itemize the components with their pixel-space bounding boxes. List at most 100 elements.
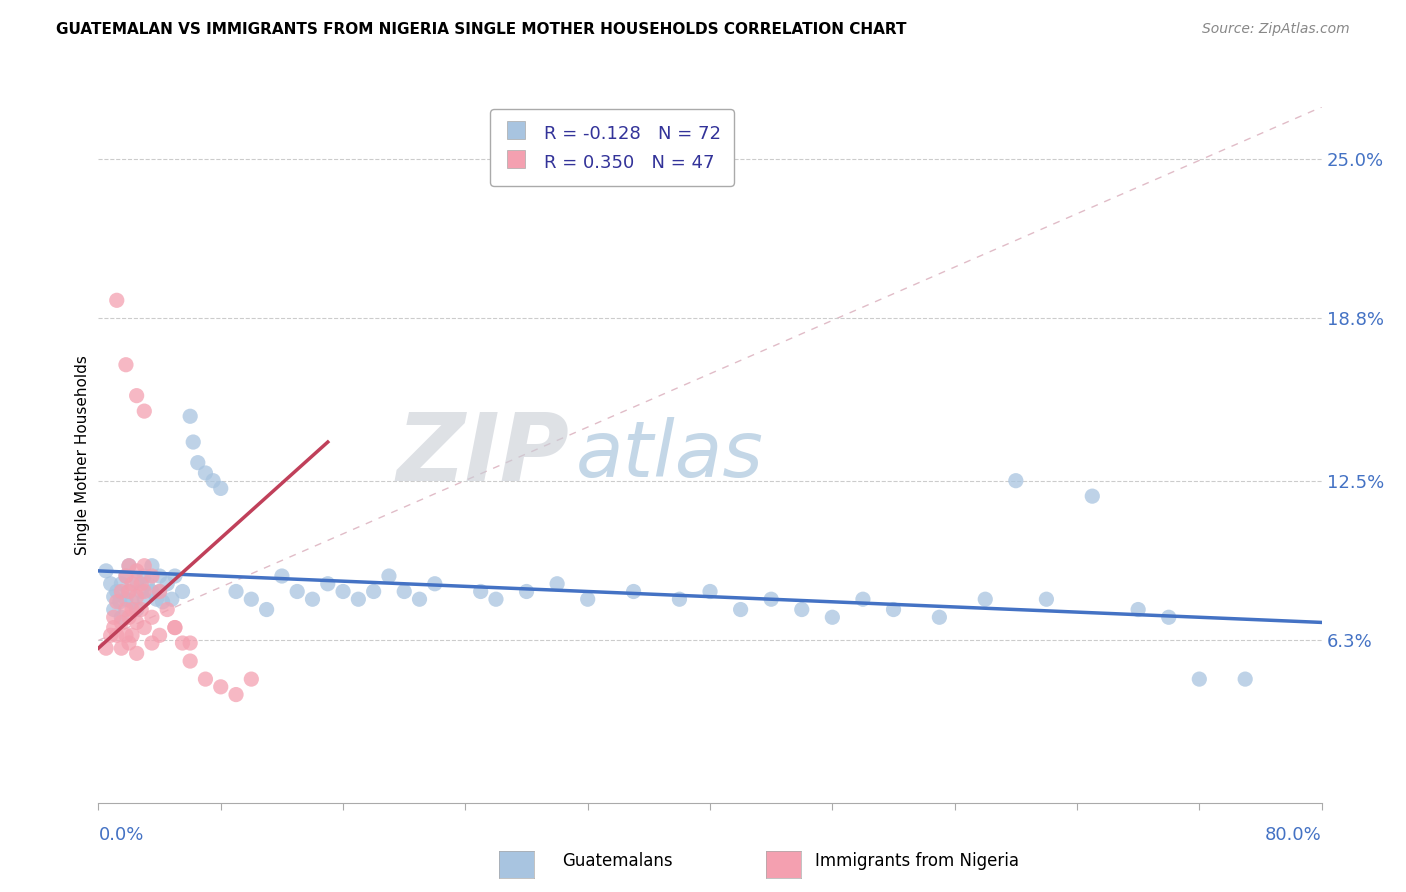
Point [256,602,278,616]
Point [392,584,416,599]
Point [928,610,950,624]
Point [103,602,125,616]
Point [125,602,148,616]
Point [121,628,143,642]
Point [125,646,148,660]
Point [105,595,128,609]
Point [883,602,905,616]
Point [163,621,186,635]
Point [974,592,997,607]
Point [134,404,156,418]
Point [668,592,690,607]
Point [347,592,370,607]
Text: Source: ZipAtlas.com: Source: ZipAtlas.com [1202,22,1350,37]
Point [1157,610,1180,624]
Point [115,592,138,607]
Point [699,584,721,599]
Point [149,584,172,599]
Legend: R = -0.128   N = 72, R = 0.350   N = 47: R = -0.128 N = 72, R = 0.350 N = 47 [491,109,734,186]
Point [202,474,225,488]
Point [546,576,568,591]
Point [1128,602,1150,616]
Point [118,636,141,650]
Point [194,466,217,480]
Point [134,592,156,607]
Point [121,576,143,591]
Point [141,569,163,583]
Point [118,584,141,599]
Point [103,590,125,604]
Point [100,576,122,591]
Point [141,610,163,624]
Point [110,641,132,656]
Point [172,636,194,650]
Text: Immigrants from Nigeria: Immigrants from Nigeria [815,852,1019,870]
Point [141,558,163,573]
Point [152,595,174,609]
Point [129,576,152,591]
Point [141,636,163,650]
Point [1004,474,1026,488]
Point [852,592,875,607]
Point [118,558,141,573]
Point [94,564,117,578]
Point [470,584,492,599]
Point [141,584,163,599]
Point [129,602,152,616]
Point [100,628,122,642]
Point [163,569,186,583]
Point [301,592,323,607]
Point [118,584,141,599]
Point [149,584,172,599]
Point [270,569,292,583]
Point [163,621,186,635]
Y-axis label: Single Mother Households: Single Mother Households [75,355,90,555]
Point [134,558,156,573]
Point [759,592,782,607]
Point [129,584,152,599]
Point [332,584,354,599]
Text: 0.0%: 0.0% [98,826,143,844]
Point [125,574,148,589]
Point [209,680,232,694]
Point [408,592,430,607]
Text: ZIP: ZIP [396,409,569,501]
Point [115,569,138,583]
Point [118,610,141,624]
Point [209,482,232,496]
Point [1035,592,1057,607]
Point [1081,489,1104,503]
Point [316,576,339,591]
Point [225,584,247,599]
Point [179,409,201,424]
Point [134,621,156,635]
Point [516,584,538,599]
Point [240,592,263,607]
Point [156,602,179,616]
Point [118,558,141,573]
Point [134,584,156,599]
Point [115,628,138,642]
Point [145,592,167,607]
Point [160,592,183,607]
Point [285,584,308,599]
Point [121,602,143,616]
Point [125,615,148,630]
Point [378,569,401,583]
Point [134,569,156,583]
Point [125,564,148,578]
Point [115,569,138,583]
Point [423,576,446,591]
Point [125,389,148,403]
Point [103,610,125,624]
Point [110,615,132,630]
Point [115,358,138,372]
Point [105,293,128,308]
Point [187,456,209,470]
Point [181,435,204,450]
Point [1234,672,1257,686]
Point [121,595,143,609]
Point [623,584,645,599]
Point [790,602,813,616]
Point [108,595,131,609]
